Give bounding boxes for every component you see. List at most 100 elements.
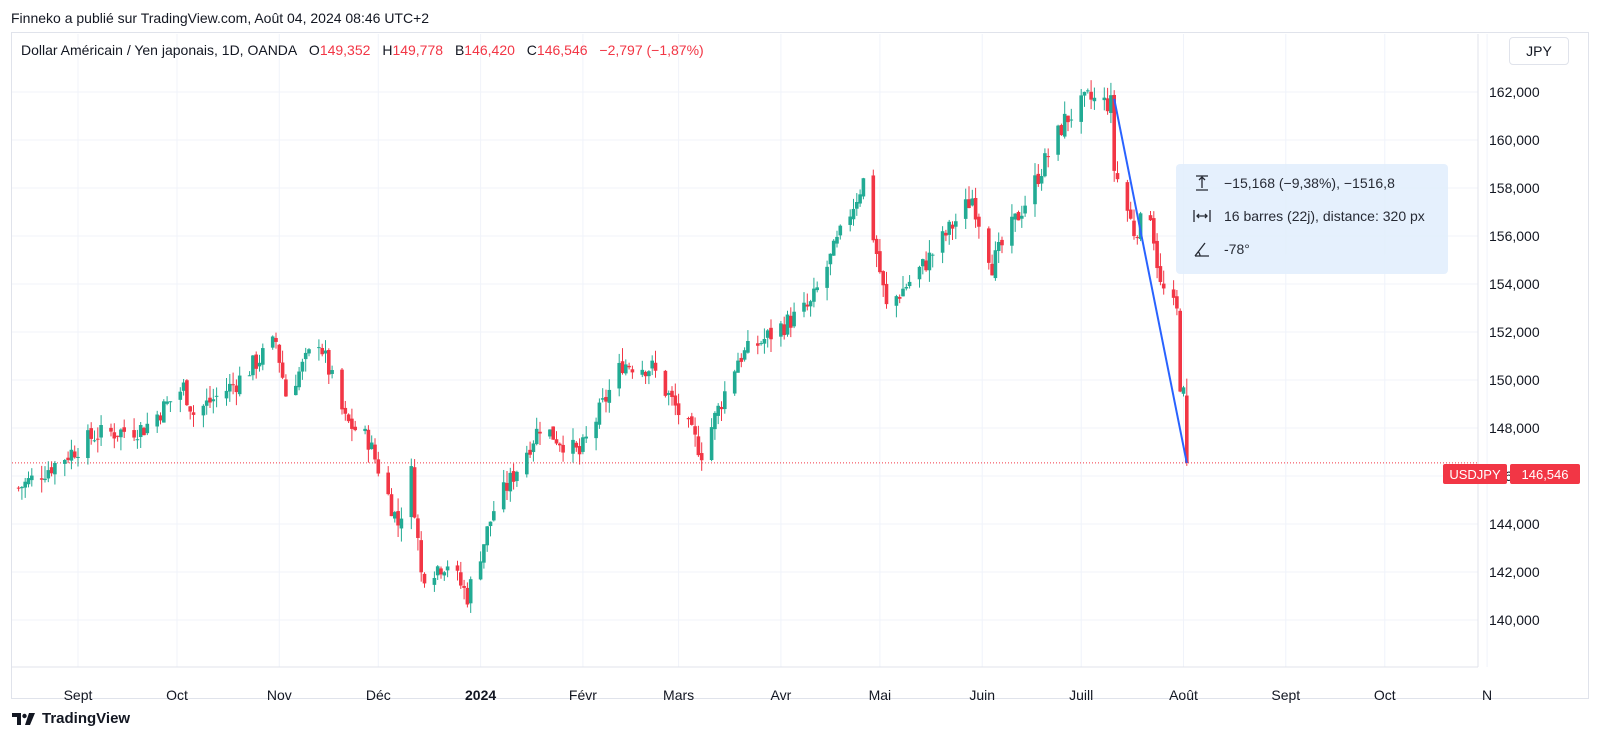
candle-body [805, 304, 810, 307]
candle [828, 253, 833, 276]
candle-body [828, 253, 833, 265]
candle [699, 442, 704, 471]
candle-body [558, 443, 562, 446]
y-tick-label: 152,000 [1489, 324, 1540, 340]
candle-body [967, 199, 971, 209]
candle-body [72, 451, 77, 458]
candle [89, 422, 93, 445]
x-tick-label: Déc [366, 687, 391, 703]
candle-body [445, 566, 450, 571]
trend-line [1113, 98, 1188, 464]
candle [808, 299, 813, 317]
candle-body [825, 266, 829, 288]
y-tick-label: 156,000 [1489, 228, 1540, 244]
candle-body [247, 375, 252, 377]
candle [577, 438, 582, 465]
candle-body [653, 362, 658, 371]
candle-body [254, 354, 258, 369]
candle-body [1185, 395, 1189, 463]
candle-body [954, 221, 958, 227]
candle-body [1125, 182, 1130, 211]
candle-body [838, 225, 843, 236]
candle [673, 383, 678, 416]
change-value: −2,797 (−1,87%) [599, 42, 704, 58]
candle-body [1175, 296, 1179, 309]
candle-body [399, 518, 404, 529]
candle-body [1033, 175, 1037, 205]
candle [142, 426, 146, 436]
y-tick-label: 154,000 [1489, 276, 1540, 292]
candle-body [76, 456, 80, 458]
candle-body [577, 446, 582, 455]
candle-body [1181, 387, 1186, 394]
candle-body [940, 231, 945, 253]
bars-range-icon [1193, 210, 1211, 222]
candle-body [855, 202, 859, 209]
candle [508, 467, 513, 502]
x-tick-label: Août [1169, 687, 1198, 703]
candle [805, 293, 810, 311]
candle [1105, 87, 1110, 115]
low-label: B [454, 42, 465, 58]
candle-body [719, 406, 724, 410]
candle [901, 275, 905, 297]
currency-button[interactable]: JPY [1509, 37, 1569, 65]
measure-price-text: −15,168 (−9,38%), −1516,8 [1224, 175, 1395, 191]
candle-body [435, 566, 440, 576]
candle-body [373, 444, 377, 460]
candle [627, 362, 631, 370]
candle [897, 294, 902, 304]
candle [756, 335, 760, 355]
candle-body [508, 472, 513, 492]
candle [119, 428, 123, 451]
candle [399, 507, 404, 542]
candle-body [746, 340, 750, 353]
candle-body [208, 397, 212, 403]
candle-body [122, 427, 126, 432]
candle [624, 359, 628, 376]
candle [1092, 87, 1097, 110]
candle [49, 461, 54, 477]
candle [538, 421, 542, 445]
candle-body [802, 302, 806, 312]
candle-body [462, 585, 466, 588]
candle [109, 423, 113, 437]
tradingview-brand[interactable]: TradingView [12, 710, 130, 727]
candle-body [442, 572, 447, 576]
candle-body [86, 430, 90, 459]
candle [277, 343, 282, 373]
measure-angle-text: -78° [1224, 241, 1250, 257]
candle-body [1092, 97, 1097, 102]
candle [1152, 211, 1156, 251]
candle [970, 189, 975, 207]
candle-body [878, 251, 882, 273]
candle [412, 459, 417, 519]
candle-body [1000, 239, 1004, 246]
candle [861, 177, 866, 200]
angle-icon [1194, 242, 1209, 257]
candle [1178, 308, 1182, 393]
candle-body [297, 371, 301, 388]
x-tick-label: Mars [663, 687, 694, 703]
symbol-title[interactable]: Dollar Américain / Yen japonais, 1D, OAN… [21, 42, 298, 58]
candle-body [204, 400, 209, 406]
candle-body [1089, 91, 1093, 100]
candle [99, 415, 103, 446]
candle-body [30, 475, 34, 481]
candle [1086, 88, 1090, 94]
candle-body [831, 240, 836, 256]
candle [584, 426, 588, 444]
candle-body [43, 478, 47, 481]
candle-body [1046, 156, 1050, 158]
candle-body [1062, 113, 1067, 137]
y-tick-label: 142,000 [1489, 564, 1540, 580]
candle-body [1043, 153, 1047, 177]
candle-body [455, 565, 460, 571]
candle [228, 374, 232, 402]
candle-body [1155, 240, 1159, 269]
candle-body [119, 429, 123, 438]
candle [851, 198, 856, 226]
measure-bars-text: 16 barres (22j), distance: 320 px [1224, 208, 1425, 224]
candle [782, 316, 786, 340]
